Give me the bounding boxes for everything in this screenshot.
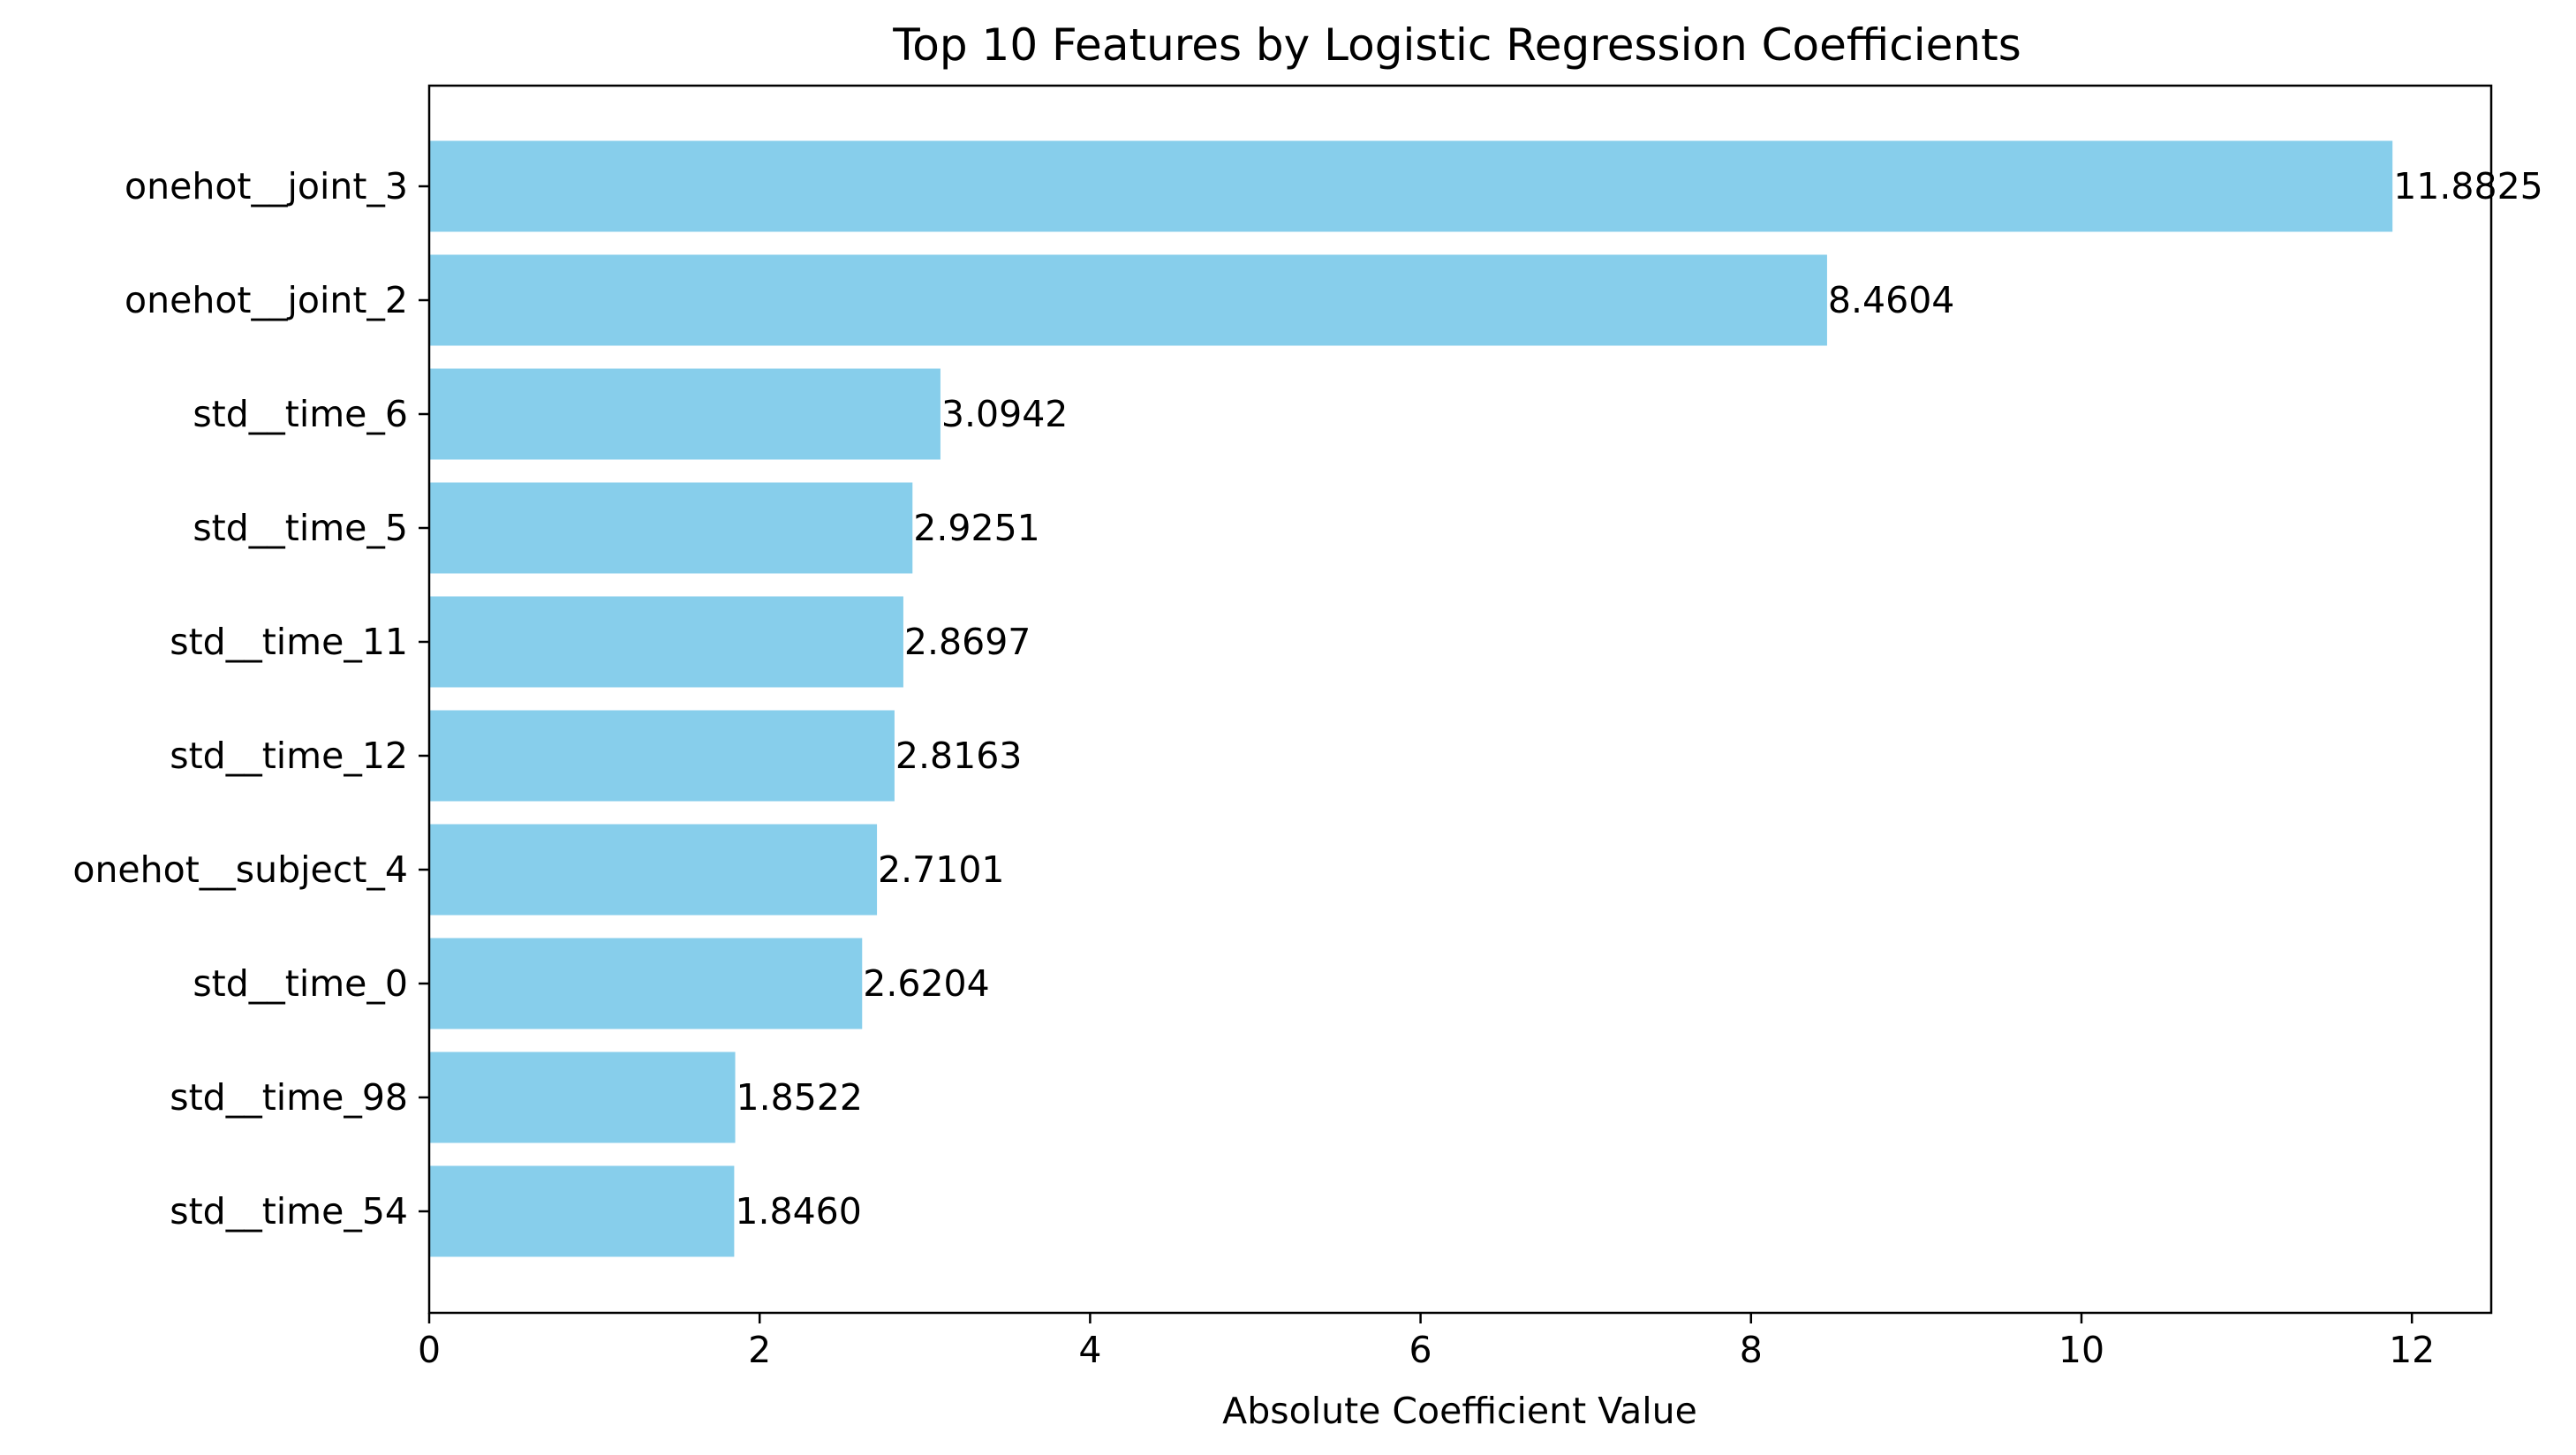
bar-value-label: 3.0942	[941, 393, 1068, 435]
bar-labels: 11.8825 8.4604 3.0942 2.9251 2.8697 2.8163 2.7…	[735, 165, 2542, 1233]
bar-6	[429, 824, 878, 916]
y-tick-label: std__time_98	[170, 1076, 408, 1119]
bar-1	[429, 254, 1827, 346]
y-tick-label: onehot__joint_2	[125, 279, 408, 321]
x-tick-label: 12	[2389, 1329, 2435, 1371]
bar-8	[429, 1052, 736, 1143]
x-axis-label: Absolute Coefficient Value	[1222, 1390, 1697, 1432]
x-tick-label: 2	[748, 1329, 771, 1371]
bar-4	[429, 596, 903, 688]
y-tick-label: std__time_5	[193, 507, 408, 549]
bar-value-label: 2.7101	[878, 848, 1004, 891]
bar-2	[429, 368, 941, 460]
y-tick-label: std__time_12	[170, 735, 408, 777]
x-axis-ticks: 0 2 4 6 8 10 12	[418, 1313, 2435, 1371]
bar-value-label: 11.8825	[2393, 165, 2543, 207]
bar-3	[429, 482, 913, 574]
x-tick-label: 10	[2059, 1329, 2104, 1371]
plot-area-frame	[427, 84, 2493, 1315]
bar-7	[429, 938, 863, 1029]
chart-title: Top 10 Features by Logistic Regression C…	[892, 19, 2021, 71]
bar-5	[429, 710, 895, 802]
x-tick-label: 8	[1740, 1329, 1763, 1371]
y-tick-label: std__time_54	[170, 1190, 408, 1233]
x-tick-label: 4	[1078, 1329, 1101, 1371]
bar-9	[429, 1165, 735, 1257]
x-tick-label: 6	[1409, 1329, 1432, 1371]
y-tick-label: onehot__subject_4	[72, 848, 408, 891]
x-tick-label: 0	[418, 1329, 441, 1371]
bars	[429, 140, 2393, 1257]
bar-value-label: 1.8460	[735, 1190, 861, 1233]
y-tick-label: std__time_11	[170, 621, 408, 663]
y-tick-label: std__time_0	[193, 962, 408, 1005]
bar-value-label: 2.8697	[904, 621, 1031, 663]
bar-value-label: 2.9251	[913, 507, 1039, 549]
bar-0	[429, 140, 2393, 232]
bar-value-label: 2.8163	[895, 735, 1022, 777]
bar-value-label: 2.6204	[863, 962, 989, 1005]
y-tick-label: onehot__joint_3	[125, 165, 408, 207]
bar-value-label: 1.8522	[737, 1076, 863, 1119]
y-axis-ticks: onehot__joint_3 onehot__joint_2 std__time_…	[72, 165, 429, 1233]
bar-value-label: 8.4604	[1828, 279, 1954, 321]
y-tick-label: std__time_6	[193, 393, 408, 435]
